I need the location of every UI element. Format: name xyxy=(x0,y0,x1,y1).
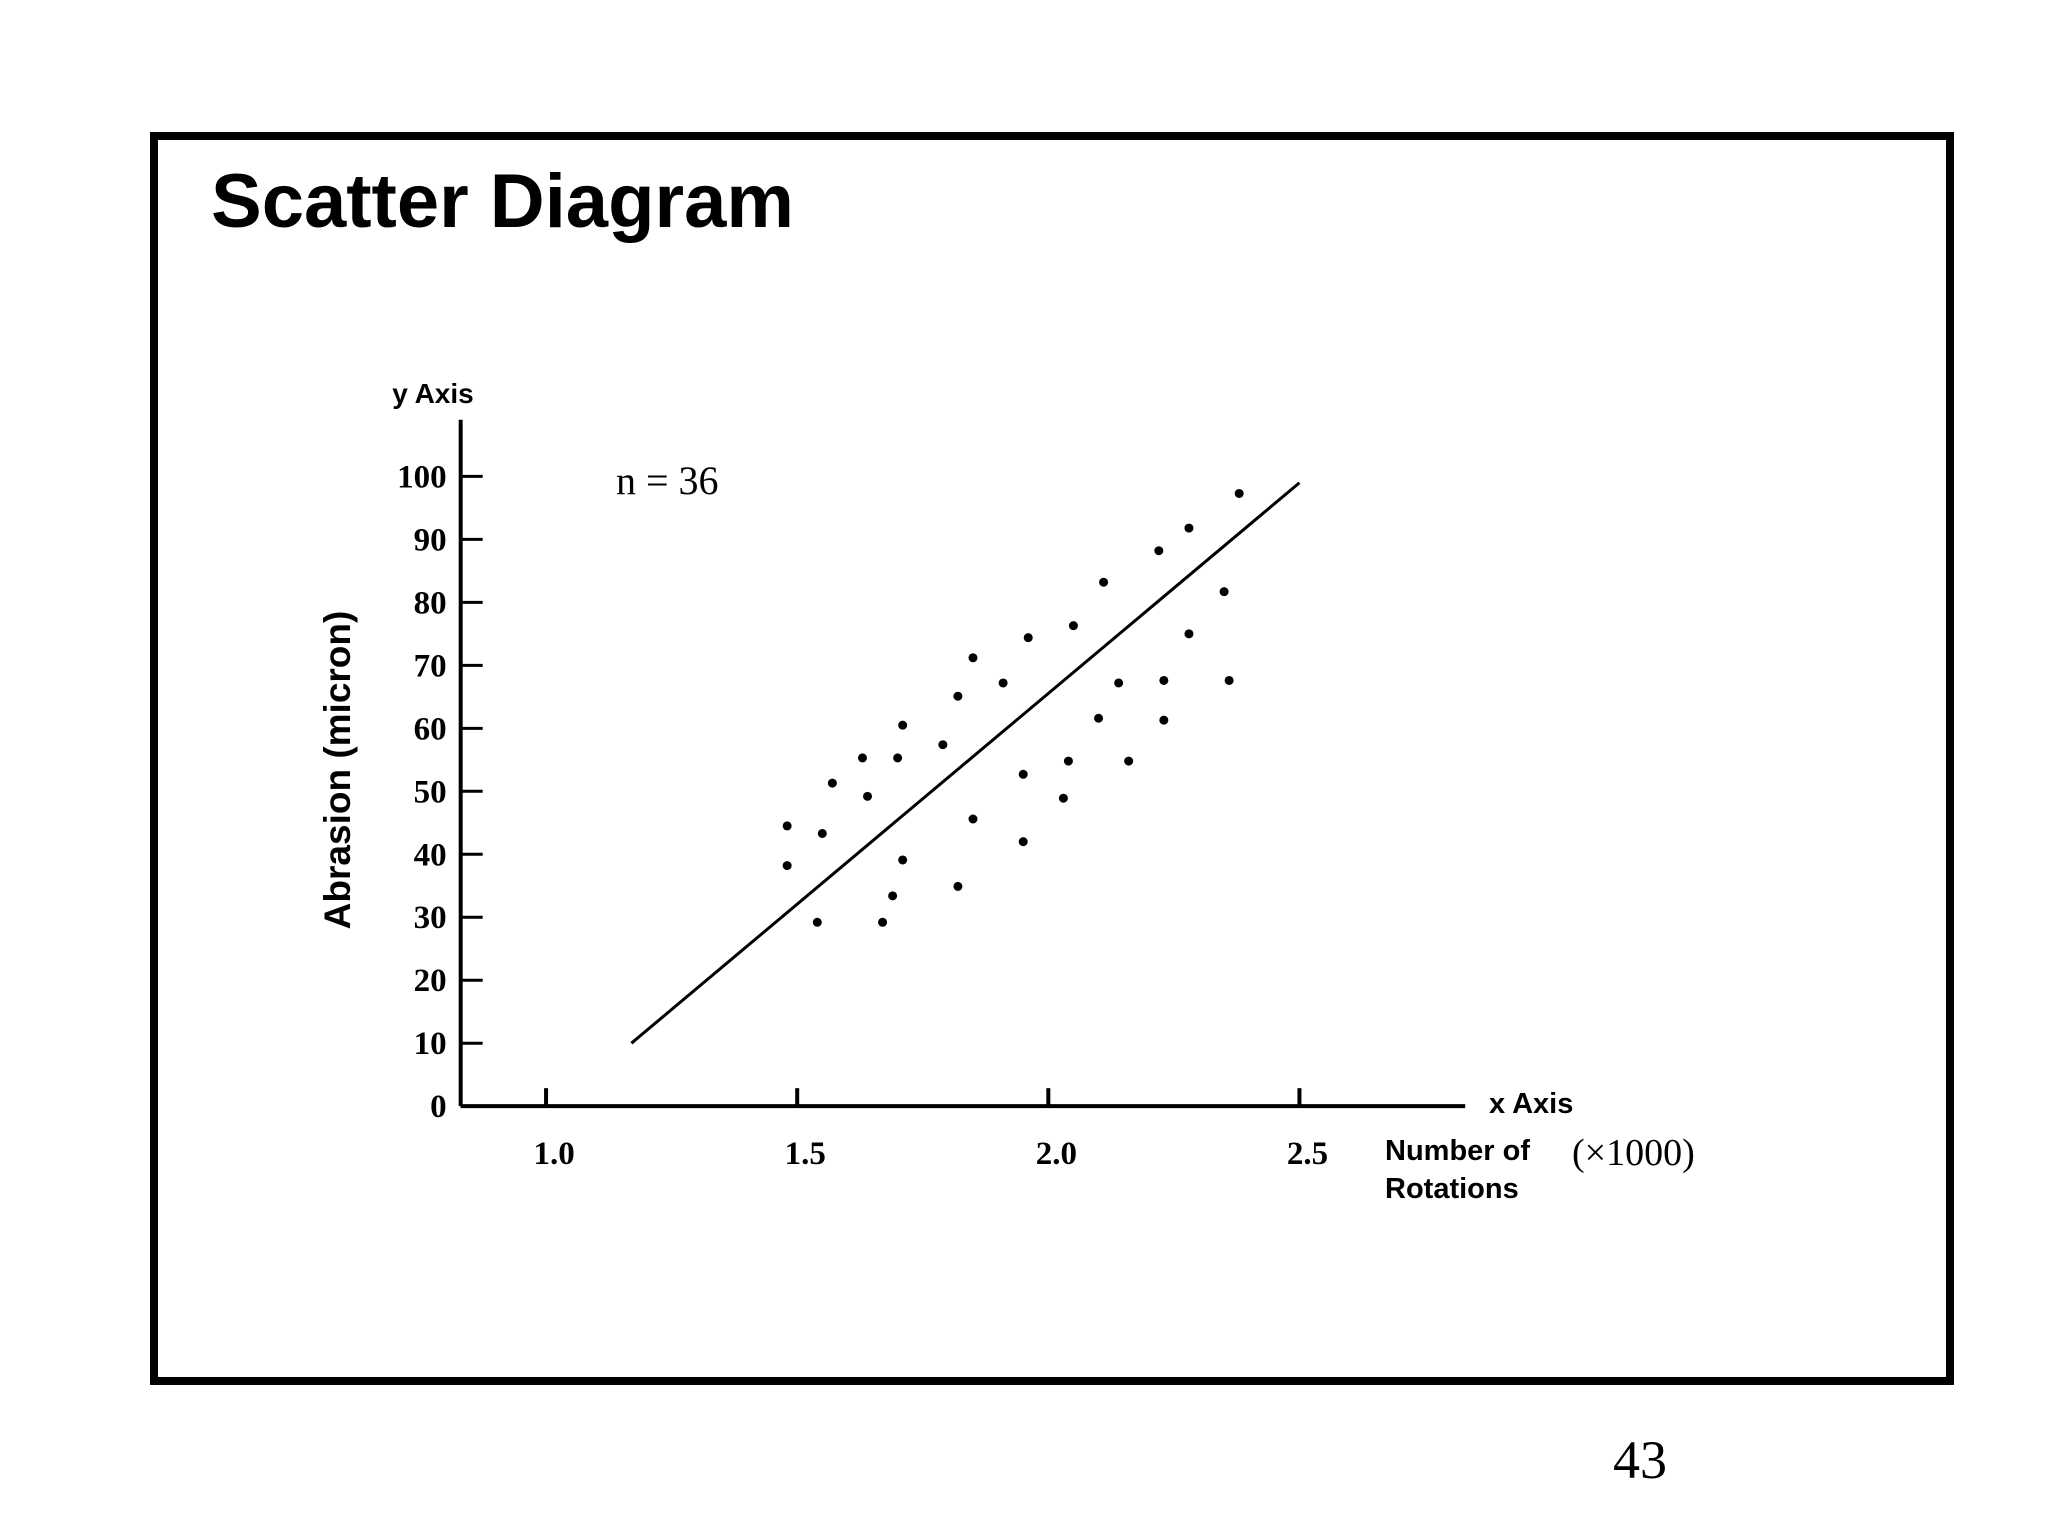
data-point xyxy=(953,691,963,701)
y-tick-label: 90 xyxy=(414,522,447,558)
data-point xyxy=(1154,546,1164,556)
data-point xyxy=(938,740,948,750)
data-point xyxy=(1018,837,1028,847)
x-unit: (×1000) xyxy=(1572,1132,1695,1174)
y-tick-label: 10 xyxy=(414,1026,447,1062)
y-tick-label: 60 xyxy=(414,711,447,747)
data-point xyxy=(898,720,908,730)
data-point xyxy=(1114,678,1124,688)
y-axis-name: y Axis xyxy=(392,378,473,409)
data-point xyxy=(1159,715,1169,725)
chart-title: Scatter Diagram xyxy=(211,159,794,244)
y-axis-label: Abrasion (micron) xyxy=(317,611,358,930)
data-point xyxy=(1099,577,1109,587)
x-axis-label: Number of Rotations xyxy=(1385,1135,1530,1205)
data-point xyxy=(1068,621,1078,631)
y-tick-label: 50 xyxy=(414,774,447,810)
trend-line xyxy=(630,481,1301,1045)
data-point xyxy=(857,753,867,763)
data-point xyxy=(953,881,963,891)
y-tick-label: 40 xyxy=(414,837,447,873)
x-tick-label: 1.0 xyxy=(533,1136,574,1172)
x-tick-label: 2.0 xyxy=(1036,1136,1077,1172)
data-point xyxy=(782,821,792,831)
data-point xyxy=(1023,633,1033,643)
data-point xyxy=(782,861,792,871)
x-axis-name: x Axis xyxy=(1489,1088,1573,1120)
x-tick-label: 1.5 xyxy=(785,1136,826,1172)
slide-frame xyxy=(150,132,1954,1385)
page-number: 43 xyxy=(1613,1430,1667,1490)
y-tick-label: 30 xyxy=(414,900,447,936)
x-tick-label: 2.5 xyxy=(1287,1136,1328,1172)
data-point xyxy=(968,653,978,663)
data-point xyxy=(1159,675,1169,685)
data-point xyxy=(898,855,908,865)
data-point xyxy=(812,917,822,927)
data-point xyxy=(998,678,1008,688)
data-point xyxy=(888,891,898,901)
data-point xyxy=(1234,488,1244,498)
data-point xyxy=(863,791,873,801)
data-point xyxy=(1184,629,1194,639)
data-point xyxy=(893,753,903,763)
data-point xyxy=(1094,713,1104,723)
data-point xyxy=(1124,756,1134,766)
y-tick-label: 80 xyxy=(414,585,447,621)
y-tick-label: 0 xyxy=(430,1089,447,1125)
y-tick-label: 20 xyxy=(414,963,447,999)
data-point xyxy=(1058,793,1068,803)
data-point xyxy=(817,828,827,838)
data-point xyxy=(1224,675,1234,685)
y-tick-label: 100 xyxy=(397,459,447,495)
data-point xyxy=(878,917,888,927)
data-point xyxy=(827,778,837,788)
data-point xyxy=(1063,756,1073,766)
data-point xyxy=(968,814,978,824)
data-point xyxy=(1018,769,1028,779)
data-point xyxy=(1184,523,1194,533)
data-point xyxy=(1219,587,1229,597)
annotation: n = 36 xyxy=(616,458,719,503)
y-tick-label: 70 xyxy=(414,648,447,684)
